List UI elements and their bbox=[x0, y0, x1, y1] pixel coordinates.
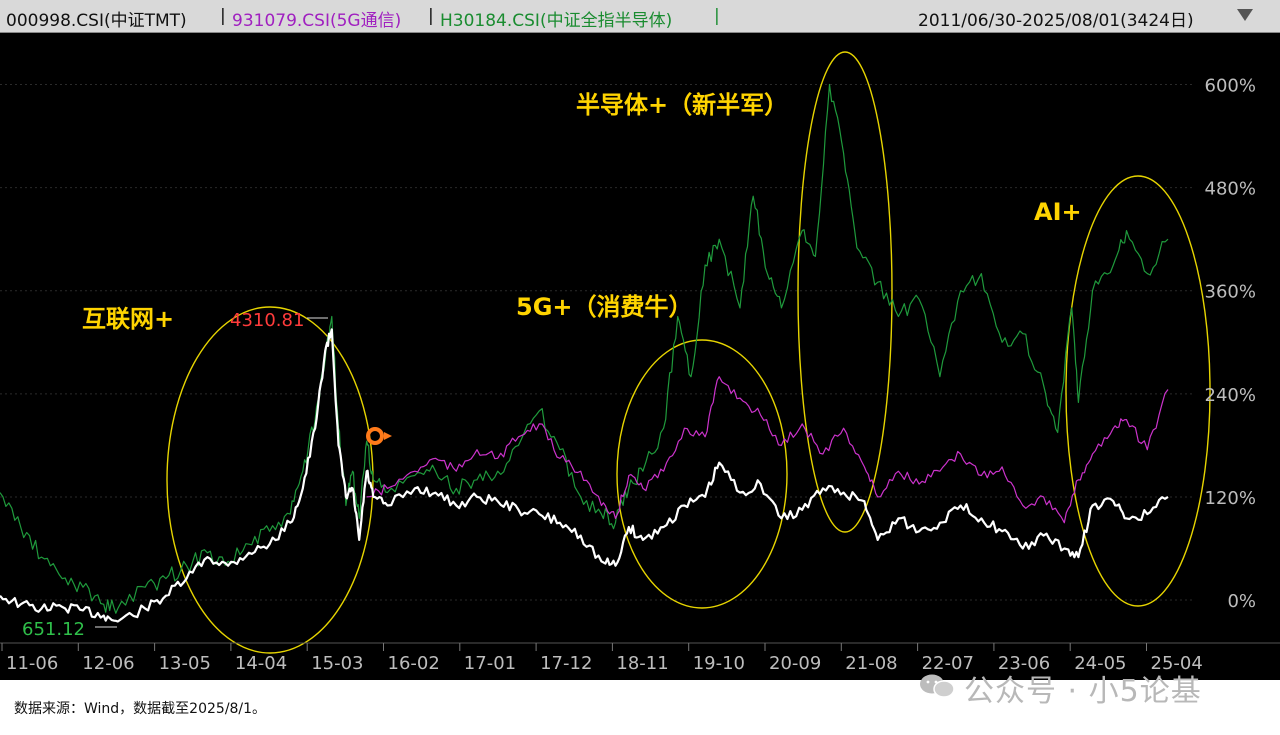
x-tick-label: 17-01 bbox=[464, 653, 516, 674]
annotation-label: AI+ bbox=[1034, 198, 1082, 226]
annotation-ellipse bbox=[166, 306, 374, 654]
annotation-ellipses bbox=[166, 51, 1211, 654]
legend-series-5g[interactable]: 931079.CSI(5G通信) bbox=[232, 11, 402, 31]
x-tick-label: 24-05 bbox=[1074, 653, 1126, 674]
x-tick-label: 11-06 bbox=[6, 653, 58, 674]
x-tick-label: 17-12 bbox=[540, 653, 592, 674]
crosshair-marker-icon[interactable] bbox=[366, 427, 392, 445]
annotation-ellipse bbox=[1065, 175, 1211, 607]
annotation-ellipse bbox=[616, 339, 788, 609]
y-tick-label: 480% bbox=[1205, 179, 1256, 200]
y-tick-label: 120% bbox=[1205, 488, 1256, 509]
max-value-label: 4310.81 bbox=[230, 310, 304, 331]
legend-separator-3: | bbox=[714, 6, 720, 26]
legend-separator-2: | bbox=[428, 6, 434, 26]
y-axis-ticks: 0% 120% 240% 360% 480% 600% bbox=[1205, 76, 1256, 612]
x-tick-label: 12-06 bbox=[82, 653, 134, 674]
x-tick-label: 14-04 bbox=[235, 653, 287, 674]
x-tick-label: 18-11 bbox=[616, 653, 668, 674]
x-tick-label: 20-09 bbox=[769, 653, 821, 674]
wechat-icon bbox=[920, 674, 955, 698]
series-layer bbox=[0, 83, 1169, 623]
annotation-ellipse bbox=[797, 51, 893, 533]
x-tick-label: 19-10 bbox=[693, 653, 745, 674]
annotation-layer: 互联网+ 5G+（消费牛） 半导体+（新半军） AI+ 4310.81 651.12 bbox=[22, 91, 1082, 640]
watermark-text: 公众号 · 小5论基 bbox=[964, 674, 1202, 709]
x-tick-label: 22-07 bbox=[922, 653, 974, 674]
x-tick-label: 16-02 bbox=[388, 653, 440, 674]
y-tick-label: 240% bbox=[1205, 385, 1256, 406]
x-tick-label: 25-04 bbox=[1151, 653, 1203, 674]
grid-layer bbox=[0, 84, 1192, 601]
chart-header: 000998.CSI(中证TMT) | 931079.CSI(5G通信) | H… bbox=[0, 0, 1280, 33]
legend-series-semiconductor[interactable]: H30184.CSI(中证全指半导体) bbox=[440, 11, 673, 31]
x-tick-label: 23-06 bbox=[998, 653, 1050, 674]
legend-series-tmt[interactable]: 000998.CSI(中证TMT) bbox=[6, 11, 187, 31]
chart-window: 000998.CSI(中证TMT) | 931079.CSI(5G通信) | H… bbox=[0, 0, 1280, 680]
series-line-semiconductor bbox=[0, 83, 1169, 614]
annotation-label: 半导体+（新半军） bbox=[576, 91, 788, 119]
annotation-label: 5G+（消费牛） bbox=[516, 293, 693, 321]
date-range-label[interactable]: 2011/06/30-2025/08/01(3424日) bbox=[918, 11, 1194, 31]
y-tick-label: 360% bbox=[1205, 282, 1256, 303]
series-line-5g bbox=[366, 376, 1169, 524]
x-tick-label: 15-03 bbox=[311, 653, 363, 674]
annotation-label: 互联网+ bbox=[82, 305, 174, 333]
legend-separator-1: | bbox=[220, 6, 226, 26]
x-tick-label: 13-05 bbox=[159, 653, 211, 674]
triangle-down-icon[interactable] bbox=[1236, 8, 1254, 22]
y-tick-label: 0% bbox=[1227, 591, 1256, 612]
x-axis-ticks: 11-06 12-06 13-05 14-04 15-03 16-02 17-01 17-12… bbox=[0, 642, 1280, 674]
min-value-label: 651.12 bbox=[22, 619, 85, 640]
y-tick-label: 600% bbox=[1205, 76, 1256, 97]
line-chart: 0% 120% 240% 360% 480% 600% 11-06 12-06 13-05 14… bbox=[0, 51, 1280, 674]
series-line-tmt bbox=[0, 328, 1169, 623]
x-tick-label: 21-08 bbox=[845, 653, 897, 674]
data-source-note: 数据来源：Wind，数据截至2025/8/1。 bbox=[14, 701, 267, 717]
